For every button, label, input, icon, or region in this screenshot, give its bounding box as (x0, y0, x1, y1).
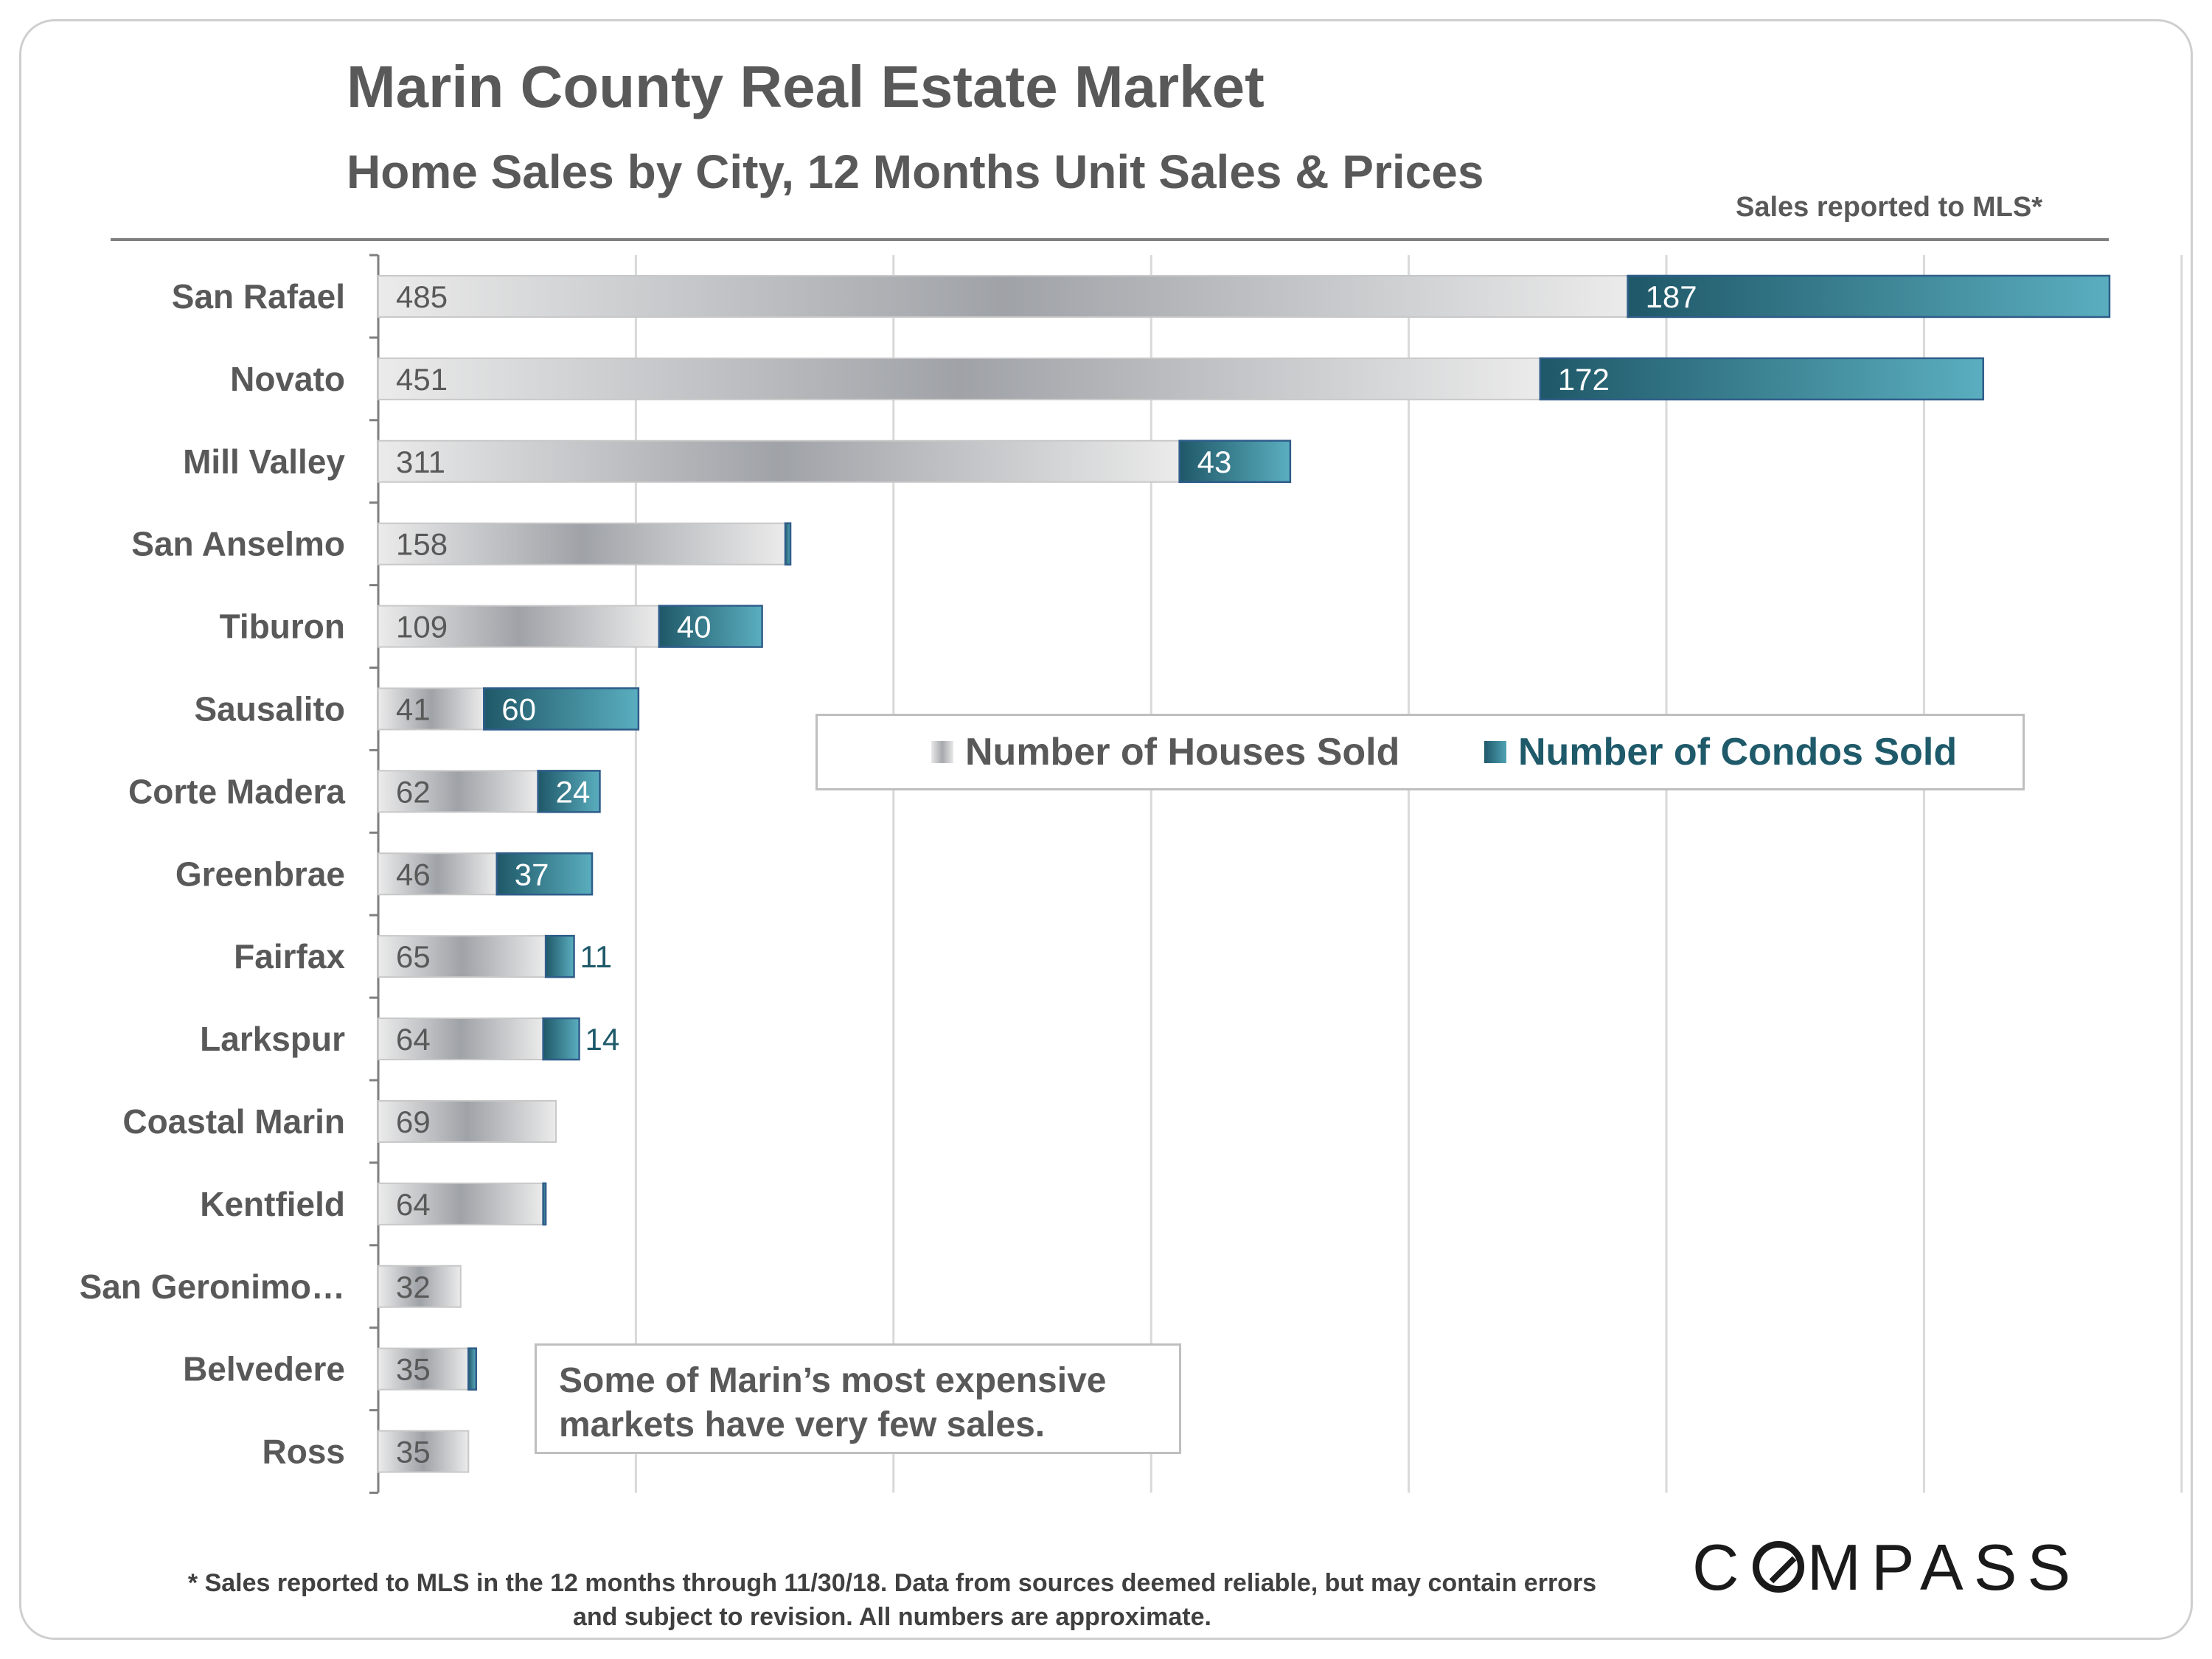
condo-bar (1539, 357, 1985, 401)
house-value-label: 451 (396, 362, 448, 397)
legend-swatch-condos (1484, 741, 1506, 763)
category-label: Mill Valley (183, 442, 345, 481)
house-value-label: 41 (396, 692, 431, 726)
category-label: Sausalito (194, 689, 345, 728)
category-label: Corte Madera (128, 772, 345, 810)
source-note: Sales reported to MLS* (1736, 192, 2042, 223)
condo-value-label: 60 (501, 692, 536, 726)
category-label: Larkspur (200, 1020, 345, 1058)
category-label: Tiburon (220, 608, 345, 646)
house-value-label: 69 (396, 1105, 431, 1139)
bars (378, 274, 2111, 1473)
legend-item-condos: Number of Condos Sold (1484, 716, 1957, 788)
condo-bar (544, 934, 575, 978)
labels: San Rafael 485 187 Novato 451 172 Mill Valley 3… (80, 277, 1697, 1471)
category-axis (369, 254, 380, 1494)
annotation-box: Some of Marin’s most expensive markets h… (535, 1343, 1181, 1454)
house-value-label: 35 (396, 1352, 431, 1387)
condo-bar (542, 1017, 580, 1061)
category-label: San Anselmo (131, 525, 345, 563)
condo-bar (784, 522, 792, 566)
category-label: Greenbrae (175, 855, 345, 893)
category-label: Belvedere (183, 1350, 345, 1388)
logo-o-icon (1752, 1541, 1804, 1593)
house-value-label: 46 (396, 857, 431, 891)
house-value-label: 35 (396, 1435, 431, 1470)
condo-value-label: 37 (515, 857, 549, 891)
house-bar (378, 1182, 544, 1225)
compass-logo: C MPASS (1692, 1530, 2081, 1605)
house-bar (378, 439, 1180, 483)
house-value-label: 64 (396, 1022, 431, 1057)
chart-subtitle: Home Sales by City, 12 Months Unit Sales… (347, 145, 1484, 198)
legend-swatch-houses (931, 741, 953, 763)
legend-item-houses: Number of Houses Sold (931, 716, 1399, 788)
house-bar (378, 1265, 462, 1308)
house-value-label: 158 (396, 527, 448, 562)
condo-value-label: 14 (585, 1022, 620, 1057)
house-bar (378, 274, 1629, 318)
logo-letter-c: C (1692, 1531, 1750, 1604)
condo-value-label: 11 (580, 939, 613, 974)
condo-bar (495, 852, 594, 896)
condo-bar (542, 1182, 547, 1226)
house-value-label: 62 (396, 774, 431, 809)
annotation-line-1: Some of Marin’s most expensive (559, 1361, 1107, 1400)
house-value-label: 65 (396, 939, 431, 974)
condo-value-label: 172 (1558, 362, 1610, 397)
category-label: San Rafael (172, 277, 345, 316)
condo-bar (1178, 439, 1292, 483)
header-rule (111, 238, 2109, 241)
house-value-label: 109 (396, 610, 448, 644)
legend-label-houses: Number of Houses Sold (965, 731, 1400, 773)
logo-letters-mpass: MPASS (1806, 1531, 2081, 1604)
annotation-line-2: markets have very few sales. (559, 1405, 1046, 1444)
category-label: Ross (262, 1433, 345, 1471)
house-bar (378, 357, 1541, 400)
footnote-line-1: * Sales reported to MLS in the 12 months… (187, 1569, 1597, 1597)
condo-bar (467, 1347, 478, 1391)
condo-value-label: 40 (677, 610, 712, 644)
condo-bar (1627, 274, 2111, 319)
house-bar (378, 1430, 470, 1473)
footnote-line-2: and subject to revision. All numbers are… (573, 1603, 1211, 1631)
house-value-label: 64 (396, 1187, 431, 1222)
house-value-label: 32 (396, 1270, 431, 1304)
category-label: Fairfax (234, 937, 345, 975)
house-value-label: 485 (396, 279, 448, 314)
legend: Number of Houses Sold Number of Condos S… (815, 714, 2025, 790)
house-bar (378, 1099, 557, 1143)
category-label: San Geronimo… (80, 1267, 345, 1306)
house-bar (378, 935, 547, 978)
category-label: Coastal Marin (122, 1102, 345, 1141)
condo-bar (658, 605, 763, 648)
chart-title: Marin County Real Estate Market (347, 54, 1265, 119)
condo-value-label: 43 (1197, 445, 1232, 479)
house-bar (378, 1347, 470, 1391)
chart-frame (19, 19, 2193, 1640)
house-value-label: 311 (396, 445, 445, 479)
category-label: Novato (230, 360, 345, 398)
condo-bar (537, 770, 601, 813)
condo-value-label: 24 (556, 774, 591, 809)
condo-value-label: 187 (1646, 279, 1697, 314)
category-label: Kentfield (200, 1185, 345, 1223)
footnote: * Sales reported to MLS in the 12 months… (133, 1566, 1652, 1634)
condo-bar (483, 687, 640, 731)
legend-label-condos: Number of Condos Sold (1518, 731, 1958, 773)
house-bar (378, 687, 485, 731)
